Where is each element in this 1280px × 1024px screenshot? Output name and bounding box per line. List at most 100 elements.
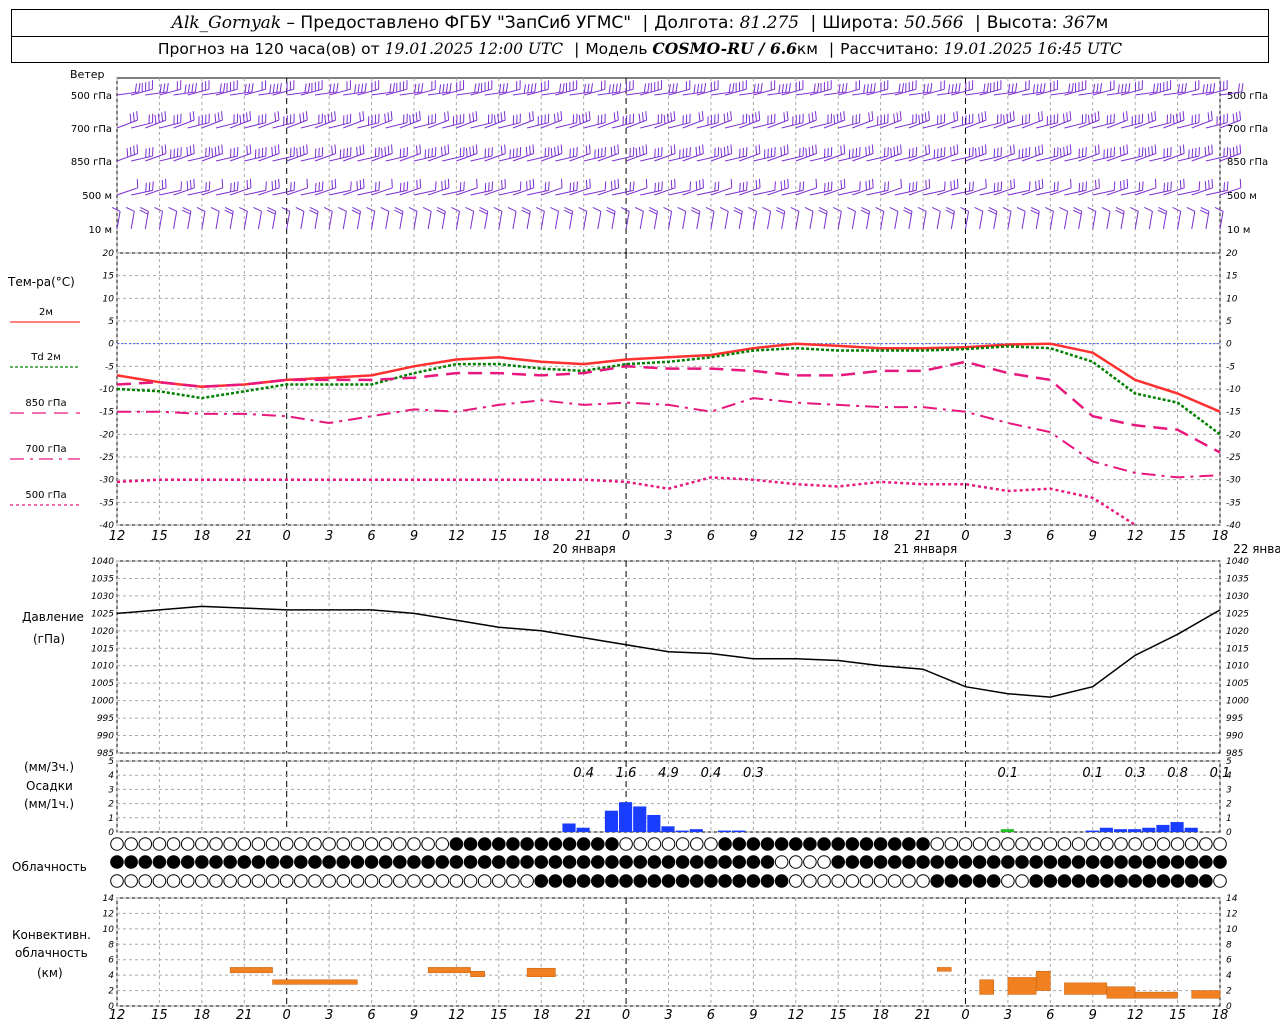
barb-staff [470, 211, 475, 230]
barb-feather [833, 114, 836, 124]
barb-feather [1030, 206, 1040, 212]
barb-staff [781, 155, 804, 162]
wind-barb [640, 147, 663, 162]
temp-tick-left: 20 [103, 249, 115, 259]
cloud-symbol [902, 855, 916, 869]
precip-bar [1184, 827, 1198, 832]
barb-staff [1078, 211, 1083, 230]
wind-barb [908, 82, 933, 96]
barb-staff [1092, 189, 1115, 196]
wind-barb [583, 80, 606, 96]
temp-tick-right: -5 [1226, 362, 1235, 372]
barb-feather [306, 178, 308, 188]
barb-staff [357, 155, 379, 162]
barb-staff [1134, 119, 1156, 129]
barb-feather [719, 206, 729, 212]
wind-barb [173, 111, 195, 129]
barb-feather [968, 182, 971, 192]
wind-barb [328, 113, 352, 129]
barb-feather [811, 112, 814, 122]
wind-barb [866, 181, 890, 196]
conv-tick-left: 4 [108, 971, 114, 981]
barb-staff [159, 155, 181, 162]
barb-staff [286, 187, 308, 196]
cloud-symbol [223, 855, 237, 869]
wind-barb [526, 147, 550, 162]
lon-value: 81.275 [739, 13, 800, 33]
wind-barb [196, 206, 206, 230]
precip-bar [675, 830, 689, 832]
temp-x-tick: 12 [448, 529, 465, 544]
cloud-symbol [1100, 874, 1114, 888]
temp-tick-left: 5 [108, 317, 114, 327]
wind-barb [555, 181, 578, 196]
barb-staff [258, 187, 280, 196]
barb-feather [475, 144, 478, 154]
barb-staff [329, 155, 351, 162]
barb-feather [931, 206, 941, 212]
wind-barb [668, 113, 691, 129]
barb-staff [1036, 189, 1058, 196]
barb-feather [309, 206, 319, 212]
barb-feather [714, 182, 716, 192]
wind-barb [1205, 80, 1228, 96]
barb-staff [668, 122, 690, 129]
cloud-symbol [873, 837, 888, 851]
cloud-symbol [152, 855, 167, 869]
barb-staff [1092, 88, 1115, 96]
cloud-symbol [237, 874, 252, 888]
barb-feather [307, 82, 311, 93]
barb-feather [186, 181, 189, 191]
wind-barb [1163, 82, 1187, 96]
barb-feather [1009, 112, 1012, 122]
precip-total: 0.3 [1125, 766, 1146, 781]
precip-bar [604, 810, 619, 832]
barb-feather [632, 181, 635, 191]
barb-staff [1120, 88, 1143, 96]
barb-feather [808, 113, 811, 123]
wind-barb [159, 147, 182, 162]
barb-staff [272, 189, 295, 196]
temp-tick-left: -35 [99, 498, 114, 508]
wind-barb [484, 82, 509, 96]
wind-barb [903, 206, 913, 230]
barb-staff [809, 122, 832, 129]
barb-feather [629, 182, 632, 192]
pressure-tick-right: 1000 [1226, 697, 1249, 707]
barb-feather [189, 145, 192, 155]
barb-staff [965, 153, 987, 162]
wind-barb [253, 206, 263, 230]
wind-barb [1177, 181, 1201, 196]
barb-staff [145, 91, 168, 96]
barb-staff [1035, 211, 1040, 230]
barb-staff [597, 153, 619, 162]
barb-staff [201, 119, 223, 129]
barb-feather [944, 181, 946, 191]
barb-staff [371, 119, 393, 129]
pressure-tick-left: 985 [97, 749, 114, 759]
barb-feather [419, 111, 421, 121]
cloud-symbol [364, 855, 379, 869]
cloud-symbol [265, 855, 280, 869]
wind-barb [385, 181, 409, 196]
barb-staff [696, 88, 719, 96]
wind-barb [724, 181, 748, 196]
barb-staff [937, 187, 959, 196]
barb-staff [640, 189, 662, 196]
barb-feather [154, 114, 157, 124]
barb-feather [703, 82, 707, 93]
barb-feather [468, 113, 471, 123]
wind-barb [343, 111, 365, 129]
barb-feather [548, 181, 550, 191]
barb-feather [519, 181, 522, 191]
wind-barb [366, 206, 376, 230]
barb-feather [278, 178, 280, 188]
barb-feather [321, 181, 324, 191]
legend-t850: 850 гПа [25, 398, 67, 409]
barb-feather [915, 181, 918, 191]
wind-barb [229, 111, 252, 129]
temp-x-tick: 0 [961, 529, 969, 544]
cloud-symbol [986, 855, 1001, 869]
wind-barb [767, 144, 789, 162]
barb-feather [472, 112, 475, 122]
